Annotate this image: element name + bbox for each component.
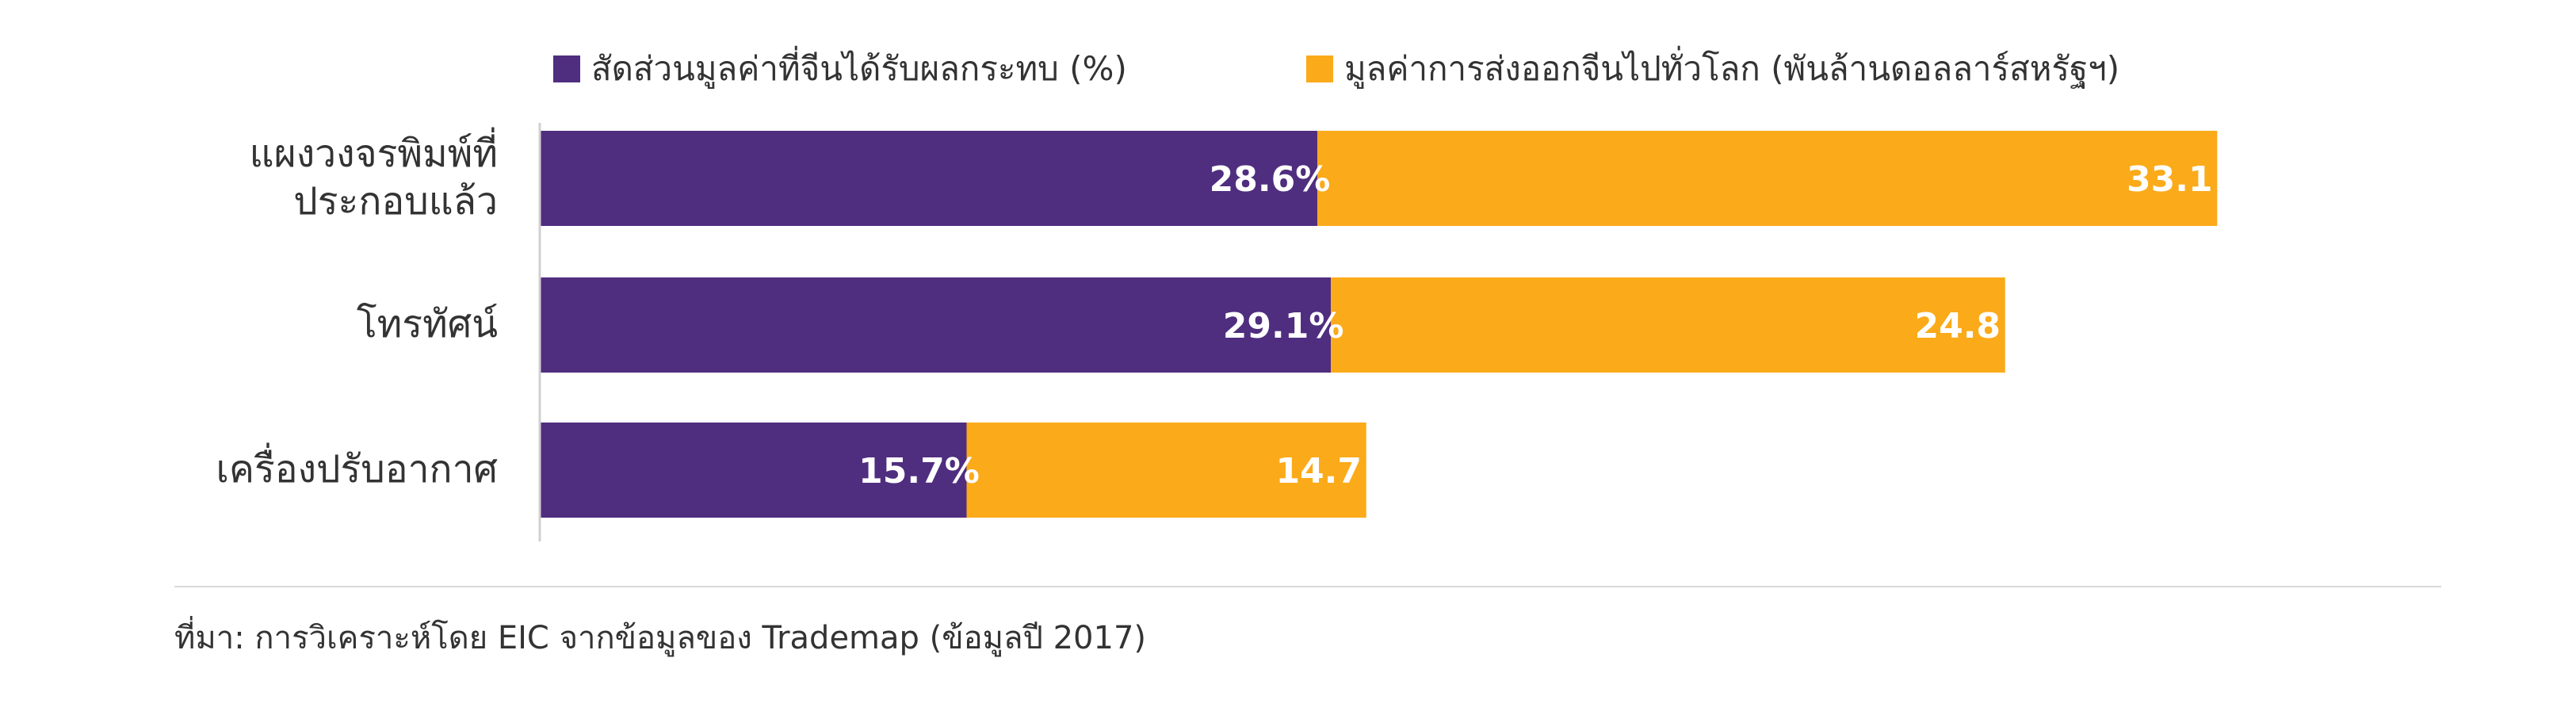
data-label-share-1: 29.1% xyxy=(1223,306,1344,346)
legend-label-1: มูลค่าการส่งออกจีนไปทั่วโลก (พันล้านดอลล… xyxy=(1344,46,2119,89)
data-label-export-0: 33.1 xyxy=(2127,159,2213,200)
legend-swatch-1 xyxy=(1306,55,1333,82)
bars xyxy=(540,131,2218,518)
data-label-export-2: 14.7 xyxy=(1275,451,1362,491)
data-label-share-2: 15.7% xyxy=(858,451,980,491)
bar-share-1 xyxy=(540,277,1332,373)
data-labels: 28.6% 33.1 29.1% 24.8 15.7% 14.7 xyxy=(858,159,2212,491)
category-label: โทรทัศน์ xyxy=(357,302,498,346)
source-note: ที่มา: การวิเคราะห์โดย EIC จากข้อมูลของ … xyxy=(174,620,1146,656)
bar-export-0 xyxy=(1317,131,2218,226)
category-label: ประกอบแล้ว xyxy=(293,179,498,224)
bar-share-0 xyxy=(540,131,1317,226)
category-label: แผงวงจรพิมพ์ที่ xyxy=(250,127,498,176)
legend: สัดส่วนมูลค่าที่จีนได้รับผลกระทบ (%) มูลค… xyxy=(553,46,2119,89)
legend-label-0: สัดส่วนมูลค่าที่จีนได้รับผลกระทบ (%) xyxy=(591,46,1127,89)
category-labels: แผงวงจรพิมพ์ที่ประกอบแล้วโทรทัศน์เครื่อง… xyxy=(216,127,498,491)
data-label-share-0: 28.6% xyxy=(1210,159,1331,200)
data-label-export-1: 24.8 xyxy=(1914,306,2001,346)
bar-export-1 xyxy=(1331,277,2005,373)
legend-swatch-0 xyxy=(553,55,580,82)
bar-share-2 xyxy=(540,423,967,518)
bar-export-2 xyxy=(966,423,1366,518)
category-label: เครื่องปรับอากาศ xyxy=(216,442,498,491)
